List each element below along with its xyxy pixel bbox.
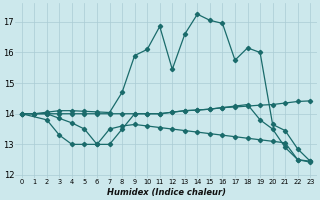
X-axis label: Humidex (Indice chaleur): Humidex (Indice chaleur): [107, 188, 226, 197]
